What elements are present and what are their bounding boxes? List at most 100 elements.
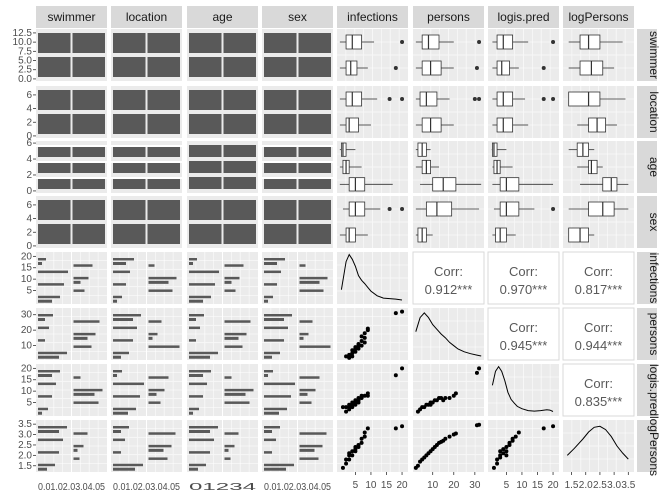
boxplot-box	[421, 117, 442, 133]
mosaic-block	[223, 224, 256, 244]
facet-bar	[189, 339, 196, 342]
facet-bar	[264, 295, 273, 299]
scatter-point	[443, 395, 448, 400]
mosaic-block	[264, 177, 297, 189]
panel-sex-sex	[262, 196, 333, 248]
mosaic-block	[72, 145, 105, 157]
panel-logPersons-swimmer	[36, 420, 107, 472]
corr-panel-infections-logPersons: Corr: 0.817***	[562, 251, 635, 305]
y-tick-label: 2.5	[18, 65, 32, 76]
scatter-point	[350, 453, 355, 458]
mosaic-block	[298, 33, 331, 53]
scatter-point	[359, 393, 364, 398]
strip-top-bg	[337, 6, 408, 28]
mosaic-block	[72, 200, 105, 220]
facet-bar	[73, 276, 89, 280]
mosaic-block	[264, 90, 297, 110]
boxplot-box	[496, 34, 514, 50]
boxplot-box	[588, 159, 598, 175]
strip-top-label: age	[212, 10, 232, 24]
y-tick-label: 10	[21, 341, 33, 352]
panel-location-logPersons	[563, 86, 634, 138]
facet-bar	[264, 411, 279, 415]
scatter-point	[516, 430, 521, 435]
scatter-point	[424, 402, 429, 407]
mosaic-block	[298, 177, 331, 189]
strip-right-bg	[637, 252, 657, 304]
facet-bar	[299, 289, 324, 292]
facet-bar	[189, 270, 219, 274]
y-tick-label: 20	[21, 325, 33, 336]
panel-persons-location	[111, 308, 182, 360]
facet-bar	[189, 463, 206, 467]
mosaic-block	[189, 114, 222, 134]
mosaic-block	[189, 57, 222, 77]
boxplot-box	[348, 177, 366, 192]
facet-bar	[264, 258, 285, 261]
facet-bar	[148, 264, 155, 267]
panel-logPersons-infections	[337, 420, 408, 472]
mosaic-block	[72, 57, 105, 77]
facet-bar	[264, 438, 276, 442]
facet-bar	[264, 426, 280, 429]
mosaic-block	[223, 177, 256, 189]
facet-bar	[113, 270, 130, 274]
facet-bar	[189, 351, 218, 355]
strip-right-bg	[637, 420, 657, 472]
scatter-point	[350, 354, 355, 359]
corr-label: Corr:	[509, 264, 538, 279]
mosaic-block	[113, 161, 146, 173]
facet-bar	[189, 314, 204, 317]
strip-top-persons: persons	[413, 6, 484, 28]
scatter-point	[474, 370, 479, 375]
x-tick-label: 2.0	[579, 480, 593, 491]
density-curve	[491, 365, 554, 412]
scatter-point	[400, 366, 405, 371]
facet-bar	[148, 336, 153, 340]
facet-bar	[299, 448, 315, 452]
strip-right-bg	[637, 86, 657, 138]
facet-bar	[73, 444, 84, 448]
boxplot-outlier	[541, 66, 546, 70]
mosaic-block	[189, 200, 222, 220]
panel-logPersons-logPersons	[563, 420, 634, 472]
mosaic-block	[113, 177, 146, 189]
facet-bar	[264, 370, 273, 373]
scatter-point	[359, 343, 364, 348]
mosaic-block	[264, 33, 297, 53]
scatter-point	[340, 405, 345, 410]
corr-panel-persons-logis.pred: Corr: 0.945***	[487, 307, 560, 361]
facet-bar	[264, 395, 291, 398]
facet-bar	[189, 283, 215, 286]
facet-bar	[38, 407, 48, 411]
boxplot-box	[568, 91, 601, 107]
strip-top-label: persons	[427, 10, 470, 24]
facet-bar	[38, 374, 52, 377]
panel-persons-infections	[337, 308, 408, 360]
facet-bar	[148, 392, 157, 396]
facet-bar	[148, 320, 162, 323]
scatter-point	[453, 391, 458, 396]
scatter-point	[344, 409, 349, 414]
facet-bar	[38, 299, 52, 303]
boxplot-outlier	[393, 66, 398, 70]
facet-bar	[38, 411, 42, 415]
scatter-point	[491, 465, 496, 470]
panel-age-swimmer	[36, 141, 107, 193]
facet-bar	[38, 262, 42, 265]
facet-bar	[113, 426, 129, 429]
boxplot-box	[345, 34, 363, 50]
x-tick-label: 20	[396, 480, 408, 491]
y-tick-label: 12.5	[13, 28, 33, 39]
facet-bar	[38, 295, 60, 299]
scatter-point	[356, 343, 361, 348]
panel-swimmer-age	[187, 29, 258, 81]
boxplot-box	[499, 201, 520, 217]
strip-right-bg	[637, 141, 657, 193]
facet-bar	[73, 320, 100, 323]
facet-bar	[148, 432, 176, 435]
facet-bar	[224, 336, 239, 340]
mosaic-block	[189, 33, 222, 53]
facet-bar	[299, 376, 320, 379]
mosaic-block	[147, 224, 180, 244]
